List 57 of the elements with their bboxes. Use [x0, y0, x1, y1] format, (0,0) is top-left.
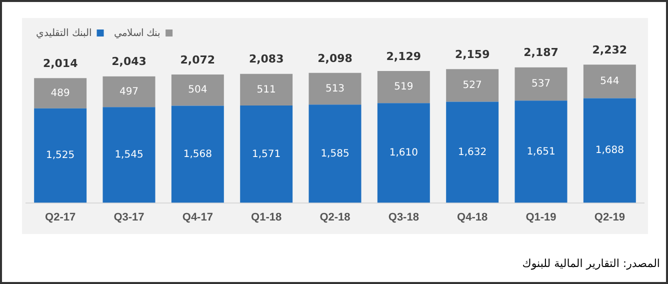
bar — [583, 98, 636, 203]
x-tick-label: Q4-18 — [457, 211, 488, 224]
text: المصدر: التقارير المالية للبنوك — [522, 257, 660, 270]
total-label: 2,187 — [524, 46, 558, 60]
data-label: 1,610 — [389, 148, 418, 159]
total-label: 2,072 — [180, 53, 216, 66]
bar — [102, 76, 156, 108]
bar — [171, 74, 224, 106]
total-label: 2,043 — [112, 55, 146, 68]
total-label: 2,014 — [42, 56, 78, 70]
bar — [446, 69, 499, 102]
legend-label: البنك التقليدي — [36, 28, 92, 39]
bar — [240, 106, 293, 203]
data-label: 489 — [50, 88, 70, 99]
bar — [171, 106, 224, 203]
bar — [34, 78, 87, 108]
data-label: 513 — [325, 83, 345, 94]
data-label: 1,571 — [252, 148, 281, 160]
total-label: 2,083 — [248, 52, 284, 66]
legend-label: بنك اسلامي — [114, 28, 161, 39]
bar — [102, 107, 156, 203]
data-label: 497 — [119, 86, 139, 98]
total-label: 2,159 — [454, 48, 490, 61]
bar — [377, 103, 430, 203]
x-tick-label: Q2-17 — [45, 211, 76, 224]
x-tick-label: Q3-18 — [388, 211, 419, 224]
bar — [34, 108, 87, 203]
bar — [446, 102, 499, 203]
data-label: 504 — [188, 84, 208, 96]
total-label: 2,129 — [386, 50, 422, 63]
bar — [308, 72, 362, 105]
bar — [583, 64, 636, 98]
data-label: 527 — [462, 80, 482, 92]
x-tick-label: Q2-19 — [594, 211, 625, 224]
data-label: 537 — [531, 78, 551, 90]
x-tick-label: Q1-18 — [251, 211, 282, 224]
data-label: 544 — [600, 76, 620, 88]
bar — [377, 70, 430, 104]
x-tick-label: Q2-18 — [320, 211, 350, 224]
data-label: 1,568 — [183, 148, 212, 160]
bar — [514, 67, 568, 101]
data-label: 1,651 — [526, 146, 556, 158]
x-tick-label: Q1-19 — [526, 211, 556, 224]
data-label: 1,688 — [595, 145, 624, 156]
x-tick-label: Q4-17 — [182, 211, 213, 224]
bar — [240, 74, 293, 106]
data-label: 1,585 — [320, 148, 350, 160]
bar — [308, 104, 362, 203]
total-label: 2,098 — [318, 52, 352, 65]
data-label: 511 — [256, 84, 276, 96]
total-label: 2,232 — [592, 43, 628, 56]
data-label: 1,525 — [46, 150, 75, 162]
data-label: 1,632 — [458, 146, 487, 158]
data-label: 519 — [394, 82, 414, 93]
data-label: 1,545 — [114, 150, 144, 161]
x-tick-label: Q3-17 — [114, 211, 144, 224]
bar — [514, 100, 568, 203]
